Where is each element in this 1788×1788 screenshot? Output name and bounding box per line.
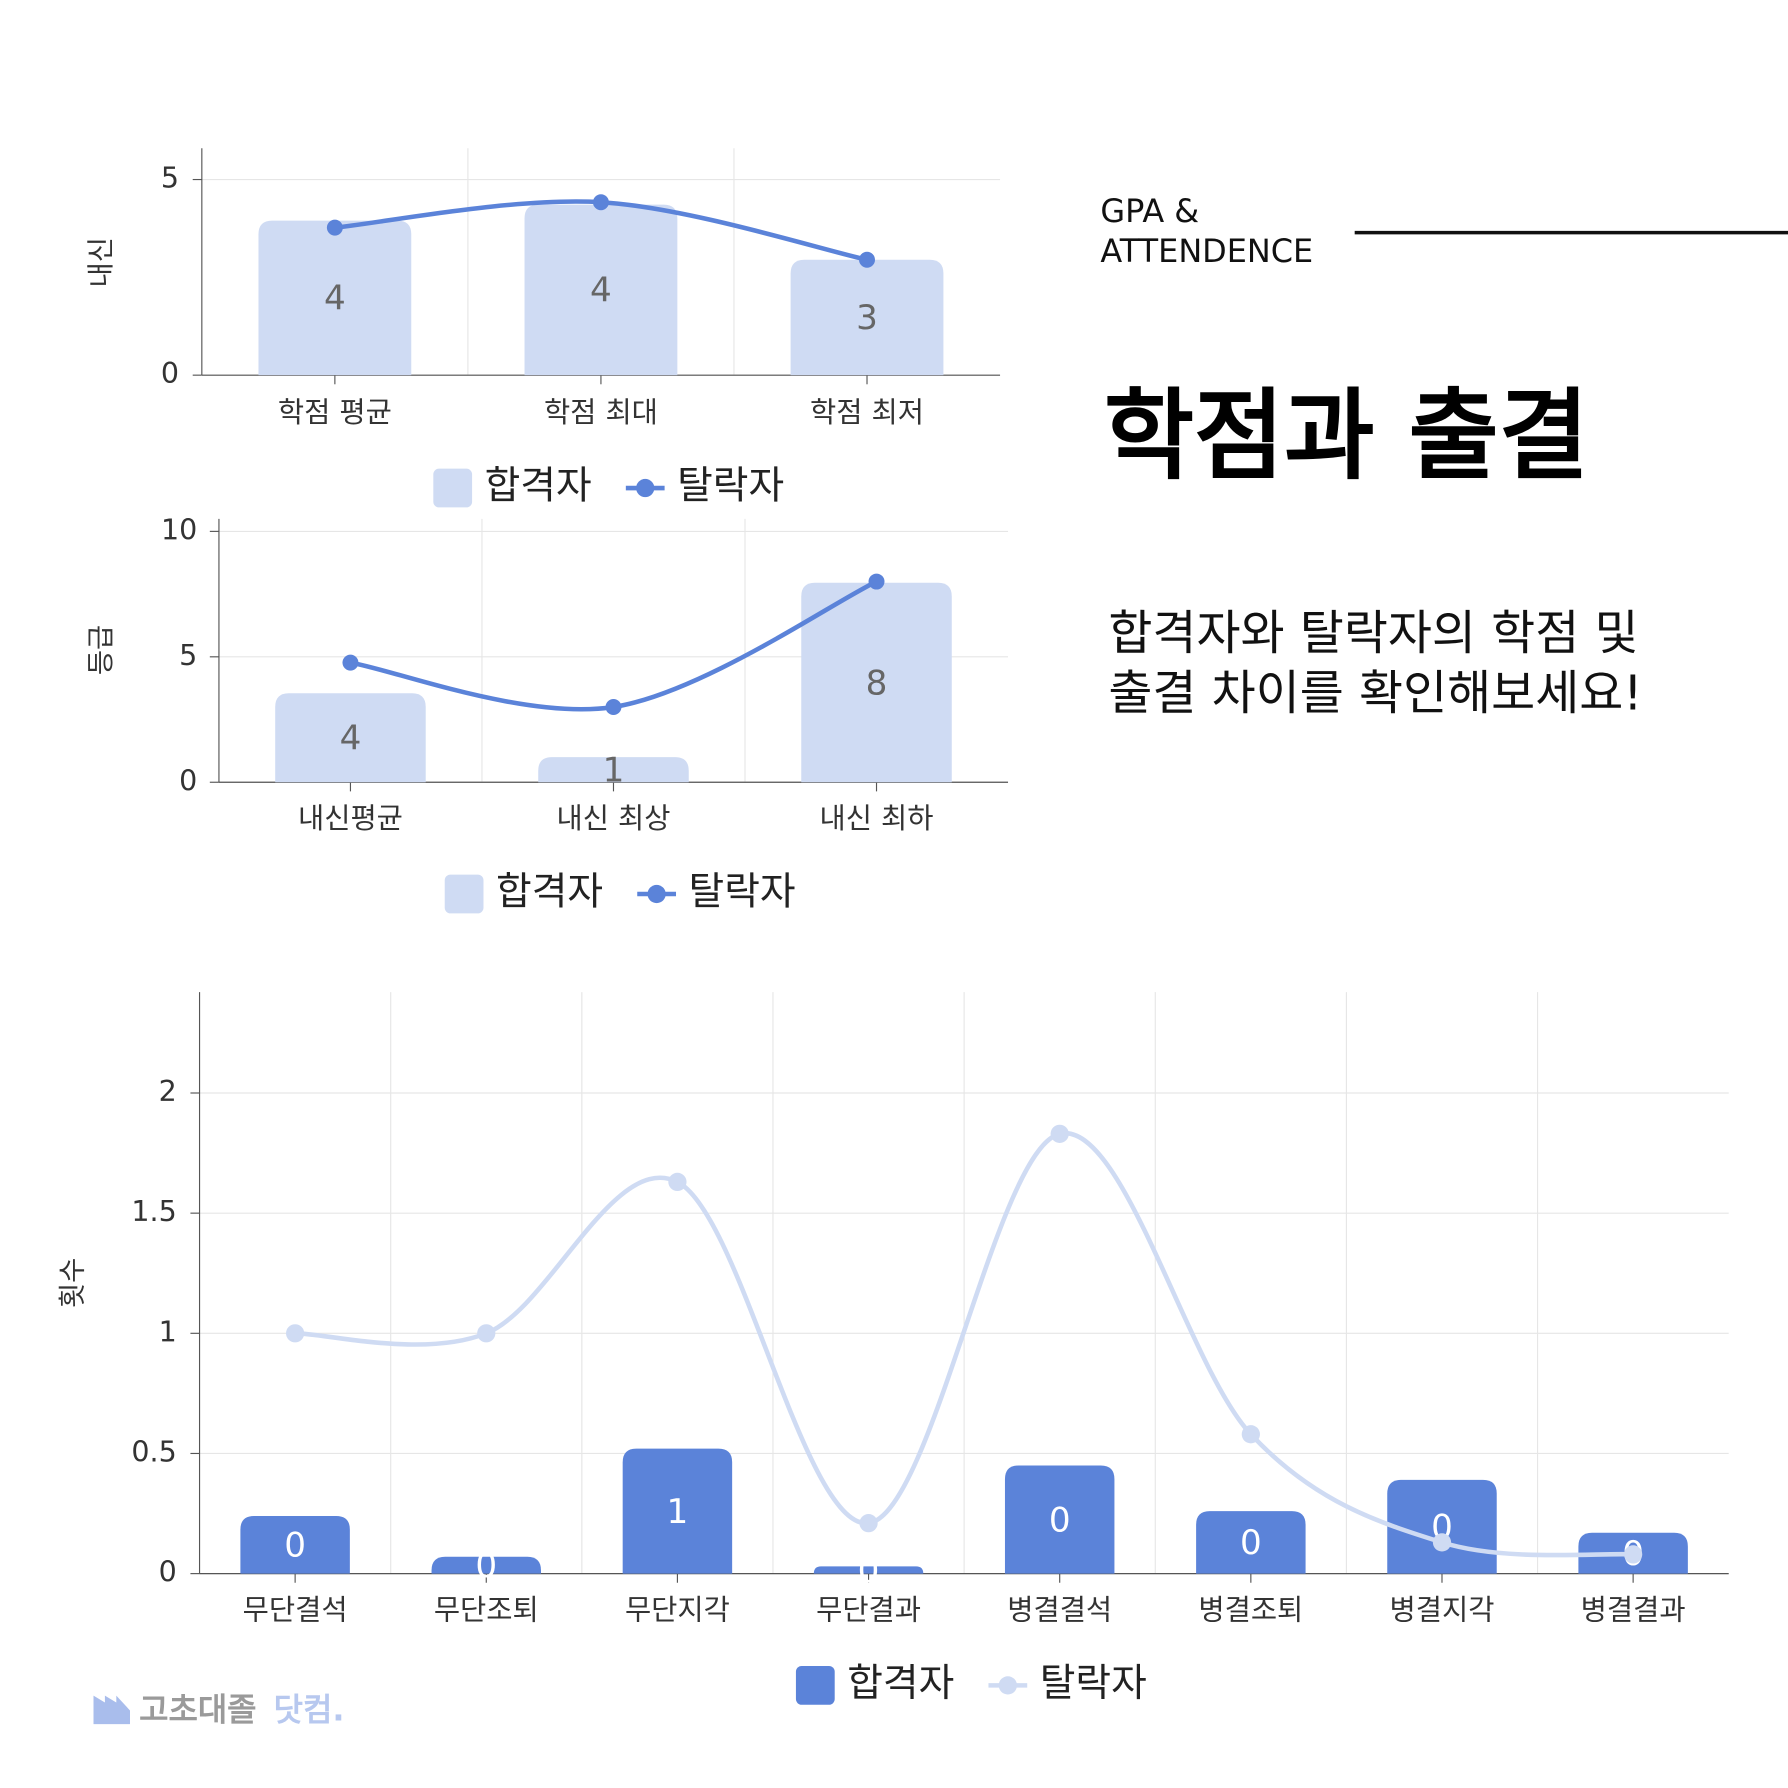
legend-swatch [795,1665,835,1705]
y-tick-label: 5 [179,639,197,672]
bar [622,1448,733,1574]
value-label: 0 [858,1551,880,1591]
x-tick-label: 내신평균 [298,802,403,835]
value-label: 0 [475,1546,497,1586]
value-label: 0 [1240,1523,1262,1563]
y-tick-label: 0 [179,764,197,797]
y-tick-label: 0.5 [131,1435,176,1468]
line-point [668,1172,687,1192]
logo-suffix: 닷컴. [274,1691,345,1729]
eyebrow: ATTENDENCE [1100,232,1313,270]
y-axis-label: 내신 [86,237,117,287]
x-tick-label: 무단조퇴 [434,1593,539,1626]
line-point [605,699,622,715]
line-point [286,1324,305,1343]
value-label: 1 [667,1492,689,1532]
y-tick-label: 1.5 [131,1195,176,1228]
line-point [859,1514,878,1533]
y-tick-label: 1 [159,1315,177,1348]
x-tick-label: 병결조퇴 [1198,1593,1303,1626]
y-tick-label: 5 [161,162,179,195]
line-point [477,1324,496,1343]
logo: 고초대졸 닷컴. [93,1691,345,1729]
legend-swatch [444,874,484,914]
x-tick-label: 내신 최상 [557,802,671,835]
y-tick-label: 0 [161,357,179,390]
bar [790,259,944,376]
x-tick-label: 병결지각 [1390,1593,1495,1626]
value-label: 0 [284,1526,306,1566]
bar [801,582,952,783]
eyebrow: GPA & [1100,192,1199,230]
x-tick-label: 무단결석 [243,1593,348,1626]
x-tick-label: 학점 최대 [544,396,658,429]
x-tick-label: 내신 최하 [820,802,934,835]
y-tick-label: 0 [159,1556,177,1589]
bar [431,1556,542,1574]
line-point [1241,1425,1260,1444]
description: 출결 차이를 확인해보세요! [1108,667,1642,722]
legend-swatch [636,478,655,498]
line-point [1432,1533,1452,1552]
value-label: 1 [603,750,625,790]
x-tick-label: 무단결과 [816,1593,921,1626]
value-label: 4 [590,271,612,311]
bar [538,757,689,783]
x-tick-label: 병결결과 [1581,1593,1686,1626]
y-axis-label: 등급 [86,625,117,675]
x-tick-label: 학점 최저 [810,396,924,429]
line-point [1624,1545,1643,1564]
bar [1004,1465,1115,1574]
title: 학점과 출결 [1104,379,1589,493]
value-label: 4 [324,279,346,319]
line-point [342,654,359,671]
logo-icon [93,1695,130,1725]
legend-label: 합격자 [847,1661,954,1706]
legend-swatch [433,468,473,508]
value-label: 3 [856,298,878,338]
value-label: 8 [866,663,888,703]
bar [275,693,426,783]
description: 합격자와 탈락자의 학점 및 [1108,606,1638,661]
chart: 횟수 0 0.5 1 1.5 2 무단결석 무단조퇴 무단지각 무단결과 병결결석 병결조퇴 병결지각 병… [58,992,1729,1706]
bar [813,1566,924,1574]
line [295,1131,1634,1558]
line-point [326,219,343,236]
bar [240,1515,350,1574]
legend-swatch [647,884,666,904]
value-label: 0 [1049,1500,1071,1540]
legend-swatch [998,1676,1017,1695]
y-axis-label: 횟수 [58,1258,89,1308]
line-point [868,573,885,590]
x-tick-label: 무단지각 [625,1593,730,1626]
legend-label: 탈락자 [689,870,796,915]
value-label: 4 [340,719,362,759]
x-tick-label: 병결결석 [1007,1593,1112,1626]
x-tick-label: 학점 평균 [278,396,392,429]
legend-label: 합격자 [485,464,592,509]
logo-name: 고초대졸 [139,1691,256,1729]
legend-label: 탈락자 [1040,1661,1147,1706]
line-point [859,251,875,268]
y-tick-label: 10 [161,513,197,546]
line-point [1050,1124,1069,1143]
line-point [592,194,609,211]
legend-label: 탈락자 [677,464,784,509]
bar [524,204,678,376]
bar [1196,1511,1306,1574]
y-tick-label: 2 [159,1075,177,1108]
legend-label: 합격자 [496,870,603,915]
bar [258,220,412,376]
